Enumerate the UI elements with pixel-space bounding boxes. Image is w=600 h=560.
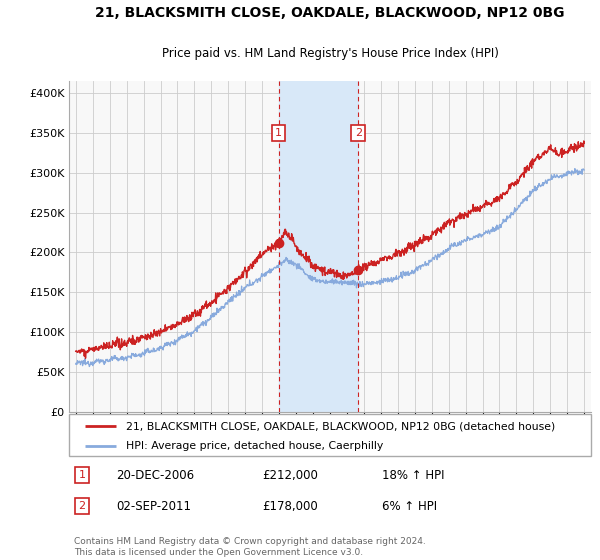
Text: 21, BLACKSMITH CLOSE, OAKDALE, BLACKWOOD, NP12 0BG (detached house): 21, BLACKSMITH CLOSE, OAKDALE, BLACKWOOD… xyxy=(127,421,556,431)
Text: 6% ↑ HPI: 6% ↑ HPI xyxy=(382,500,437,512)
Text: 20-DEC-2006: 20-DEC-2006 xyxy=(116,469,194,482)
Text: 02-SEP-2011: 02-SEP-2011 xyxy=(116,500,191,512)
Text: £212,000: £212,000 xyxy=(262,469,318,482)
Bar xyxy=(278,81,358,412)
Text: 18% ↑ HPI: 18% ↑ HPI xyxy=(382,469,445,482)
Text: Price paid vs. HM Land Registry's House Price Index (HPI): Price paid vs. HM Land Registry's House … xyxy=(161,47,499,60)
Text: 2: 2 xyxy=(79,501,86,511)
Text: 1: 1 xyxy=(275,128,282,138)
Text: £178,000: £178,000 xyxy=(262,500,318,512)
FancyBboxPatch shape xyxy=(69,414,591,456)
Text: 21, BLACKSMITH CLOSE, OAKDALE, BLACKWOOD, NP12 0BG: 21, BLACKSMITH CLOSE, OAKDALE, BLACKWOOD… xyxy=(95,6,565,20)
Text: 2: 2 xyxy=(355,128,362,138)
Text: Contains HM Land Registry data © Crown copyright and database right 2024.
This d: Contains HM Land Registry data © Crown c… xyxy=(74,537,426,557)
Text: 1: 1 xyxy=(79,470,86,480)
Text: HPI: Average price, detached house, Caerphilly: HPI: Average price, detached house, Caer… xyxy=(127,441,383,451)
